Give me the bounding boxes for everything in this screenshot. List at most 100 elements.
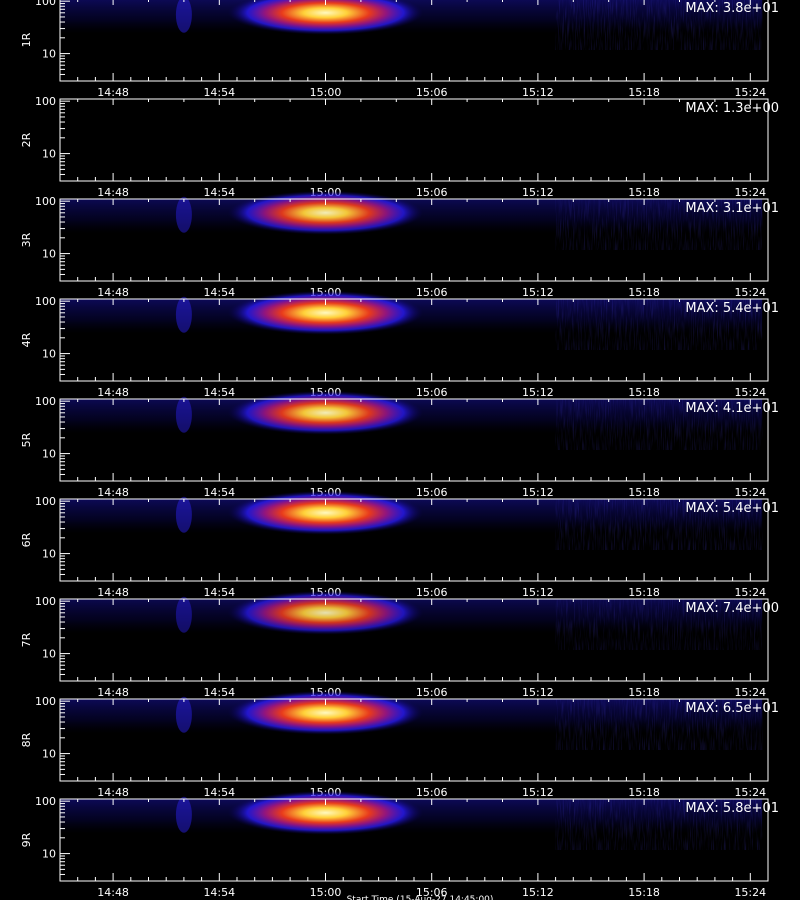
- x-tick-label: 14:48: [97, 486, 129, 499]
- x-tick-label: 15:18: [628, 786, 660, 799]
- event-glow: [227, 290, 424, 335]
- panel-label: 2R: [20, 132, 33, 147]
- panel-9r: 100 10 14:48 14:54 15:00 15:06 15:12 15:18 15:24…: [20, 790, 779, 899]
- x-tick-label: 15:12: [522, 786, 554, 799]
- max-label: MAX: 5.8e+01: [685, 801, 779, 816]
- event-glow: [227, 0, 424, 35]
- panel-label: 8R: [20, 732, 33, 747]
- y-tick-label: 10: [42, 248, 56, 261]
- x-tick-label: 15:06: [416, 586, 448, 599]
- y-tick-label: 100: [35, 295, 56, 308]
- precursor-blob: [175, 796, 192, 833]
- event-glow: [227, 190, 424, 235]
- panel-5r: 1001014:4814:5415:0015:0615:1215:1815:24…: [20, 390, 779, 499]
- x-tick-label: 14:48: [97, 886, 129, 899]
- panel-4r: 1001014:4814:5415:0015:0615:1215:1815:24…: [20, 290, 779, 399]
- y-tick-label: 10: [42, 648, 56, 661]
- data-gap: [762, 0, 768, 81]
- panel-1r: 100 10 14:48 14:54 15:00 15:06 15:12 15:18 15:24…: [20, 0, 779, 99]
- y-tick-label: 100: [35, 395, 56, 408]
- precursor-blob: [175, 696, 192, 733]
- x-tick-label: 15:24: [734, 886, 766, 899]
- x-tick-label: 14:54: [203, 886, 235, 899]
- x-axis-title: Start Time (15-Aug-27 14:45:00): [346, 895, 494, 900]
- x-tick-label: 14:54: [203, 586, 235, 599]
- data-gap: [762, 699, 768, 781]
- x-tick-label: 15:12: [522, 486, 554, 499]
- precursor-blob: [175, 0, 192, 33]
- x-tick-label: 15:24: [734, 386, 766, 399]
- max-label: MAX: 5.4e+01: [685, 501, 779, 516]
- x-tick-label: 15:18: [628, 586, 660, 599]
- panel-8r: 1001014:4814:5415:0015:0615:1215:1815:24…: [20, 690, 779, 799]
- x-tick-label: 15:18: [628, 186, 660, 199]
- panel-6r: 1001014:4814:5415:0015:0615:1215:1815:24…: [20, 490, 779, 599]
- x-tick-label: 14:48: [97, 686, 129, 699]
- x-tick-label: 15:12: [522, 386, 554, 399]
- panel-label: 5R: [20, 432, 33, 447]
- panel-3r: 1001014:4814:5415:0015:0615:1215:1815:24…: [20, 190, 779, 299]
- x-tick-label: 15:24: [734, 86, 766, 99]
- y-tick-label: 10: [42, 148, 56, 161]
- x-tick-label: 14:48: [97, 86, 129, 99]
- x-tick-label: 15:12: [522, 186, 554, 199]
- x-tick-label: 15:24: [734, 286, 766, 299]
- x-tick-label: 14:54: [203, 86, 235, 99]
- data-gap: [762, 799, 768, 881]
- noise-region: [555, 0, 763, 50]
- x-tick-label: 15:06: [416, 886, 448, 899]
- event-glow: [227, 790, 424, 835]
- y-tick-label: 100: [35, 0, 56, 8]
- x-tick-label: 14:48: [97, 186, 129, 199]
- x-tick-label: 15:12: [522, 886, 554, 899]
- x-tick-label: 15:06: [416, 386, 448, 399]
- y-tick-label: 10: [42, 348, 56, 361]
- x-tick-label: 14:54: [203, 486, 235, 499]
- panel-2r: 1001014:4814:5415:0015:0615:1215:1815:24…: [20, 95, 779, 199]
- x-tick-label: 15:06: [416, 286, 448, 299]
- x-tick-label: 15:18: [628, 86, 660, 99]
- x-tick-label: 15:12: [522, 86, 554, 99]
- precursor-blob: [175, 296, 192, 333]
- x-tick-label: 14:48: [97, 586, 129, 599]
- data-gap: [762, 299, 768, 381]
- precursor-blob: [175, 196, 192, 233]
- x-tick-label: 15:24: [734, 686, 766, 699]
- y-tick-label: 10: [42, 448, 56, 461]
- noise-region: [555, 699, 763, 750]
- x-tick-label: 14:48: [97, 386, 129, 399]
- x-tick-label: 15:18: [628, 486, 660, 499]
- x-tick-label: 15:12: [522, 286, 554, 299]
- x-tick-label: 14:54: [203, 286, 235, 299]
- panel-label: 7R: [20, 632, 33, 647]
- x-tick-label: 15:18: [628, 286, 660, 299]
- panel-7r: 1001014:4814:5415:0015:0615:1215:1815:24…: [20, 590, 779, 699]
- x-tick-label: 15:24: [734, 486, 766, 499]
- y-tick-label: 100: [35, 695, 56, 708]
- event-glow: [227, 490, 424, 535]
- x-tick-label: 15:24: [734, 586, 766, 599]
- event-glow: [227, 590, 424, 635]
- panel-label: 6R: [20, 532, 33, 547]
- x-tick-label: 15:06: [416, 86, 448, 99]
- panel-label: 4R: [20, 332, 33, 347]
- x-tick-label: 15:06: [416, 686, 448, 699]
- x-tick-label: 15:12: [522, 686, 554, 699]
- data-gap: [762, 399, 768, 481]
- y-tick-label: 100: [35, 795, 56, 808]
- x-tick-label: 14:54: [203, 386, 235, 399]
- data-gap: [762, 499, 768, 581]
- x-tick-label: 15:00: [310, 886, 342, 899]
- x-tick-label: 15:00: [310, 86, 342, 99]
- noise-region: [555, 299, 763, 350]
- x-tick-label: 15:18: [628, 886, 660, 899]
- y-tick-label: 100: [35, 95, 56, 108]
- y-tick-label: 10: [42, 748, 56, 761]
- x-tick-label: 14:48: [97, 286, 129, 299]
- y-tick-label: 100: [35, 495, 56, 508]
- x-tick-label: 15:06: [416, 786, 448, 799]
- event-glow: [227, 390, 424, 435]
- y-tick-label: 100: [35, 195, 56, 208]
- max-label: MAX: 5.4e+01: [685, 301, 779, 316]
